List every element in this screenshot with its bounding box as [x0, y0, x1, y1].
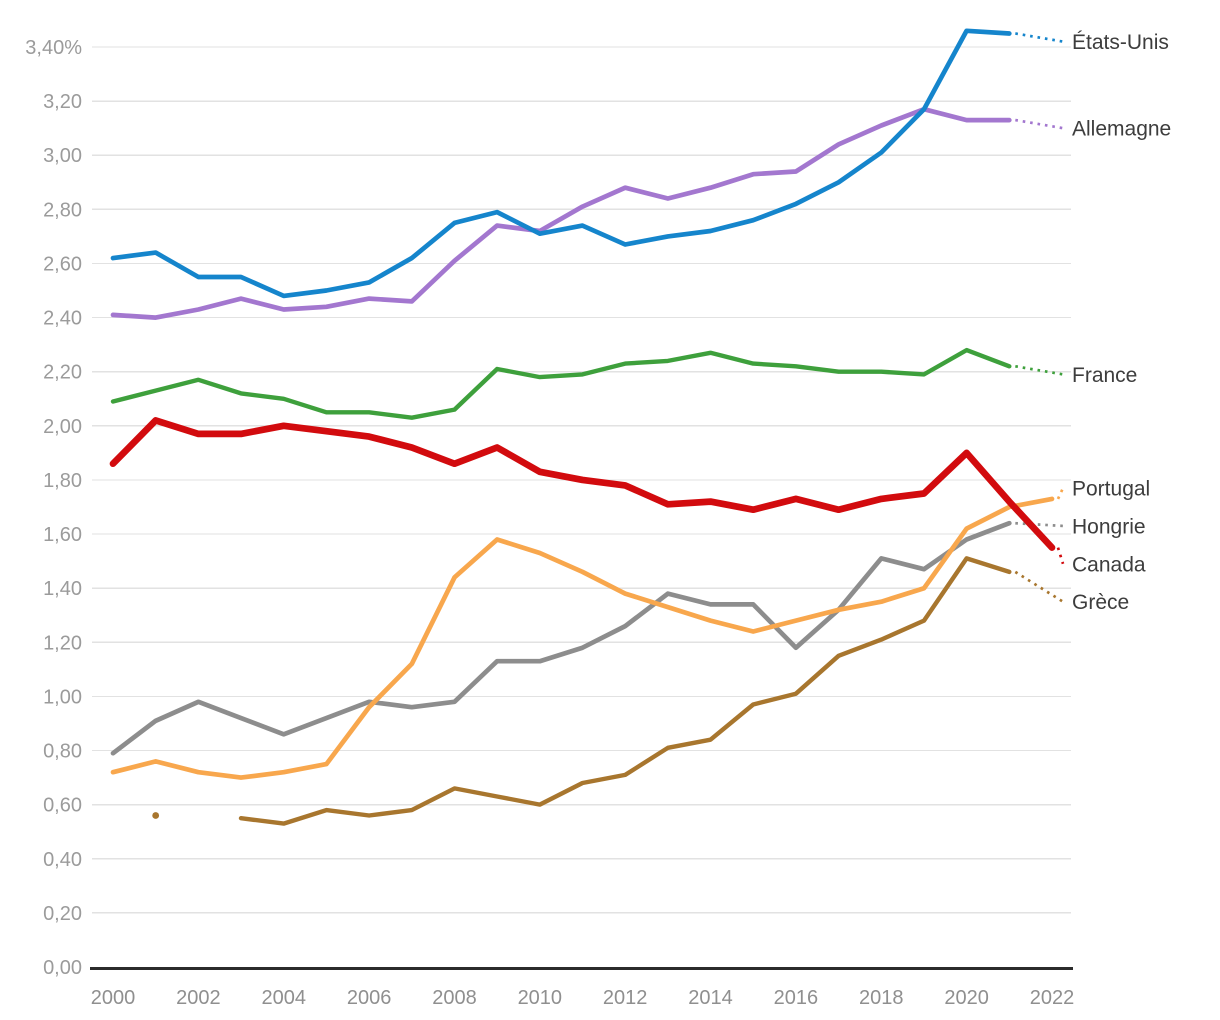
label-connector-grece [1014, 570, 1064, 603]
y-tick-label: 0,60 [43, 795, 82, 817]
series-line-grece [238, 556, 1012, 826]
series-label-allemagne: Allemagne [1072, 118, 1171, 141]
series-point-grece [152, 812, 160, 819]
x-tick-label: 2022 [1030, 987, 1075, 1009]
x-tick-label: 2016 [774, 987, 819, 1009]
x-tick-label: 2004 [261, 987, 306, 1009]
x-tick-label: 2000 [91, 987, 136, 1009]
y-tick-label: 2,20 [43, 362, 82, 384]
x-tick-label: 2008 [432, 987, 477, 1009]
series-line-portugal [110, 496, 1055, 780]
y-tick-label: 3,40% [25, 37, 82, 59]
x-tick-label: 2014 [688, 987, 733, 1009]
y-tick-label: 1,80 [43, 470, 82, 492]
x-tick-label: 2006 [347, 987, 392, 1009]
y-tick-label: 0,00 [43, 957, 82, 979]
y-tick-label: 2,60 [43, 253, 82, 275]
series-label-grece: Grèce [1072, 591, 1129, 614]
y-tick-label: 2,80 [43, 199, 82, 221]
y-tick-label: 2,00 [43, 416, 82, 438]
y-tick-label: 3,00 [43, 145, 82, 167]
label-connector-hongrie [1015, 521, 1064, 528]
y-tick-label: 1,00 [43, 686, 82, 708]
x-tick-label: 2010 [518, 987, 563, 1009]
label-connector-canada [1056, 547, 1065, 565]
y-tick-label: 3,20 [43, 91, 82, 113]
y-tick-label: 1,60 [43, 524, 82, 546]
series-label-etats-unis: États-Unis [1072, 31, 1169, 54]
x-tick-label: 2002 [176, 987, 221, 1009]
series-label-canada: Canada [1072, 553, 1146, 576]
series-label-hongrie: Hongrie [1072, 515, 1146, 538]
y-tick-label: 1,20 [43, 632, 82, 654]
label-connector-france [1015, 364, 1064, 376]
series-line-france [110, 347, 1012, 420]
x-tick-label: 2020 [944, 987, 989, 1009]
x-tick-label: 2018 [859, 987, 904, 1009]
series-line-canada [109, 417, 1056, 551]
series-label-france: France [1072, 364, 1137, 387]
y-tick-label: 0,40 [43, 849, 82, 871]
label-connector-etats-unis [1015, 32, 1064, 43]
series-line-etats-unis [110, 28, 1012, 299]
y-tick-label: 2,40 [43, 308, 82, 330]
series-line-hongrie [110, 520, 1012, 756]
y-tick-label: 0,20 [43, 903, 82, 925]
label-connector-allemagne [1015, 118, 1064, 130]
label-connector-portugal [1056, 487, 1065, 500]
series-label-portugal: Portugal [1072, 478, 1150, 501]
y-tick-label: 0,80 [43, 741, 82, 763]
series-line-allemagne [110, 106, 1012, 320]
y-tick-label: 1,40 [43, 578, 82, 600]
x-tick-label: 2012 [603, 987, 648, 1009]
